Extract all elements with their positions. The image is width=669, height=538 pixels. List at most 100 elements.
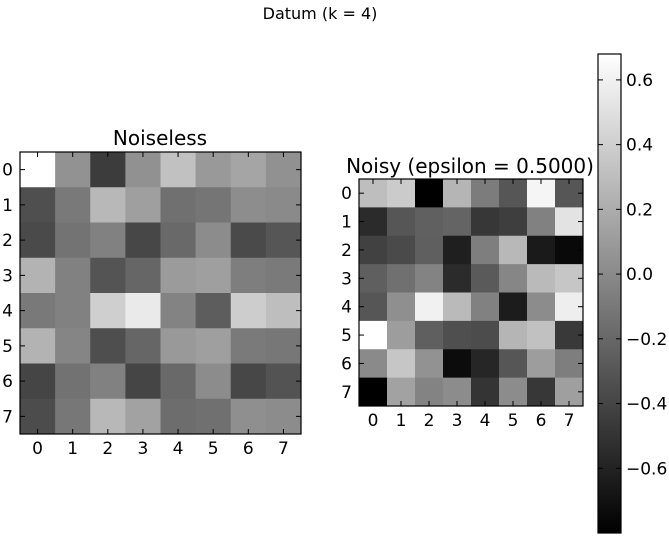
heatmap-cell [415,235,444,265]
heatmap-cell [125,187,162,223]
heatmap-cell [443,292,472,322]
heatmap-cell [387,292,416,322]
heatmap-cell [160,363,197,400]
x-tick-label: 6 [536,411,547,431]
heatmap-cell [20,363,56,400]
heatmap-cell [125,222,162,259]
heatmap-cell [195,398,232,435]
heatmap-cell [265,257,302,294]
heatmap-cell [20,328,56,364]
colorbar-tick-label: 0.2 [626,200,653,220]
y-ticks-noiseless: 0 1 2 3 4 5 6 7 [2,161,301,427]
colorbar-gradient [597,53,622,534]
heatmap-cell [195,363,232,400]
y-tick-label: 4 [2,302,13,322]
x-tick-label: 0 [368,411,379,431]
x-tick-label: 3 [452,411,463,431]
heatmap-cell [20,222,56,259]
y-tick-label: 1 [2,196,13,216]
heatmap-cell [230,293,267,329]
y-tick-label: 3 [2,266,13,286]
heatmap-cell [90,152,126,188]
y-tick-label: 1 [341,213,352,233]
y-tick-label: 2 [341,241,352,261]
heatmap-cell [415,320,444,350]
x-tick-label: 1 [396,411,407,431]
heatmap-cell [55,257,91,294]
heatmap-cells-noisy [359,179,584,407]
x-tick-label: 5 [208,439,219,459]
y-tick-label: 5 [2,337,13,357]
panel-title-noisy: Noisy (epsilon = 0.5000) [346,154,594,178]
y-ticks-noisy: 0 1 2 3 4 5 6 7 [341,184,583,403]
x-tick-label: 6 [243,439,254,459]
heatmap-cell [55,328,91,364]
figure-title: Datum (k = 4) [263,4,378,23]
y-tick-label: 7 [2,407,13,427]
heatmap-cell [90,222,126,259]
plot-frame-noiseless [19,151,302,435]
heatmap-cell [160,293,197,329]
heatmap-cell [471,235,500,265]
heatmap-cell [195,257,232,294]
heatmap-cell [160,328,197,364]
heatmap-cell [415,264,444,294]
heatmap-cell [90,257,126,294]
heatmap-cell [527,207,556,237]
heatmap-cell [415,207,444,237]
heatmap-cell [90,363,126,400]
heatmap-cell [265,222,302,259]
heatmap-cell [415,349,444,379]
heatmap-cell [195,293,232,329]
heatmap-cell [265,152,302,188]
heatmap-cell [471,264,500,294]
heatmap-cell [387,349,416,379]
heatmap-cell [443,320,472,350]
heatmap-cell [20,398,56,435]
y-tick-label: 6 [2,372,13,392]
colorbar-tick-label: 0.0 [626,265,653,285]
heatmap-cell [471,349,500,379]
heatmap-cell [195,328,232,364]
heatmap-cell [230,257,267,294]
colorbar-tick-label: 0.6 [626,71,653,91]
x-tick-label: 5 [508,411,519,431]
heatmap-cell [387,207,416,237]
heatmap-cell [160,222,197,259]
heatmap-cell [265,187,302,223]
colorbar-tick-label: −0.4 [626,395,667,415]
y-tick-label: 0 [2,161,13,181]
x-tick-label: 7 [564,411,575,431]
heatmap-cell [443,207,472,237]
heatmap-cell [160,257,197,294]
heatmap-cell [265,398,302,435]
colorbar-tick-label: 0.4 [626,136,653,156]
heatmap-cell [90,187,126,223]
y-tick-label: 7 [341,383,352,403]
heatmap-cell [499,207,528,237]
heatmap-cell [443,349,472,379]
heatmap-cell [195,222,232,259]
heatmap-cell [230,187,267,223]
heatmap-cell [265,328,302,364]
heatmap-cell [230,398,267,435]
heatmap-cell [20,152,56,188]
heatmap-cell [55,363,91,400]
x-tick-label: 4 [480,411,491,431]
y-tick-label: 0 [341,184,352,204]
heatmap-cell [387,320,416,350]
heatmap-cell [160,187,197,223]
heatmap-cell [90,293,126,329]
heatmap-cell [55,187,91,223]
heatmap-cell [265,293,302,329]
heatmap-cell [230,328,267,364]
heatmap-cell [443,235,472,265]
plot-frame-noisy [358,178,584,407]
heatmap-cell [195,187,232,223]
heatmap-cell [55,222,91,259]
heatmap-cell [125,152,162,188]
heatmap-cell [443,264,472,294]
colorbar: 0.6 0.4 0.2 0.0 −0.2 −0.4 −0.6 [597,53,667,534]
